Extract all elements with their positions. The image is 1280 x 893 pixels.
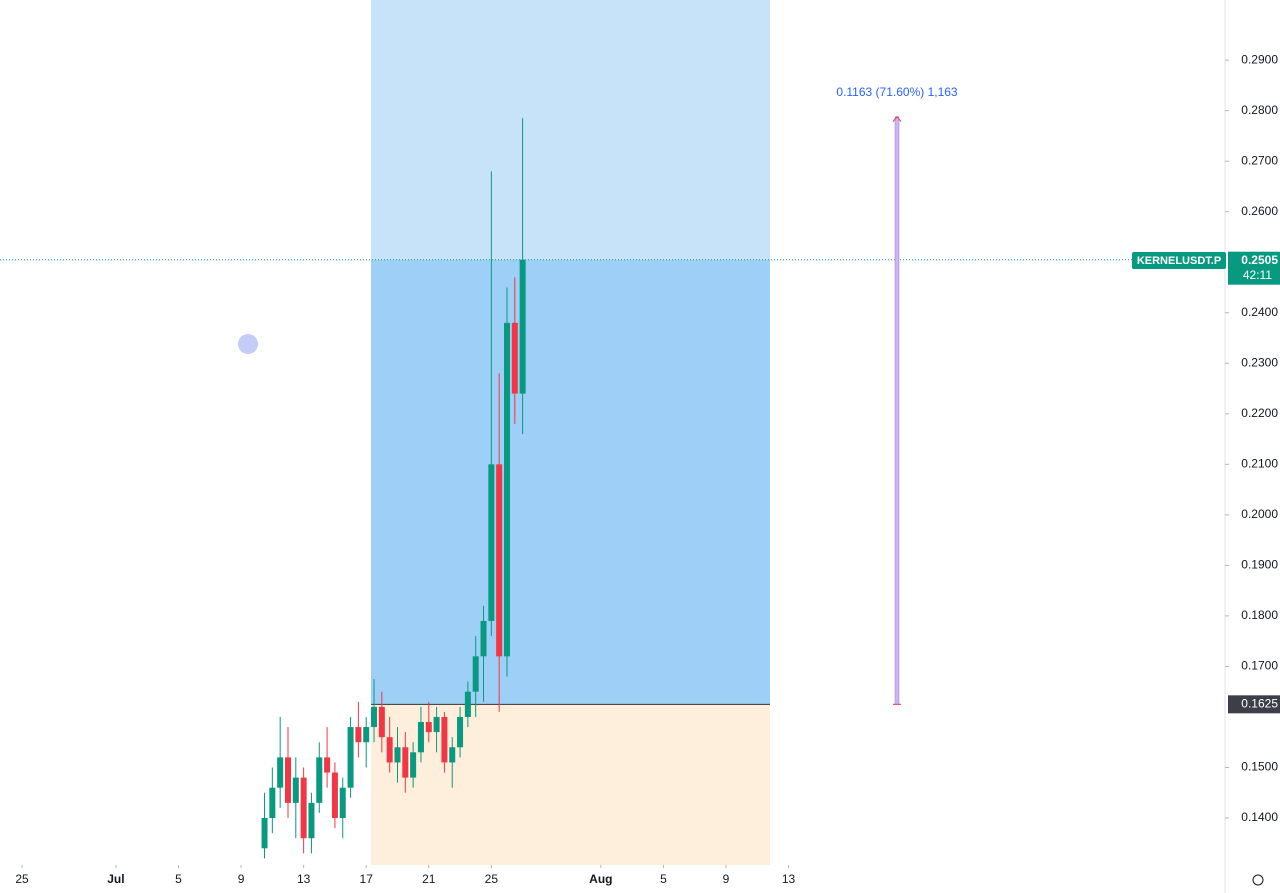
x-tick-label: Aug bbox=[589, 872, 612, 886]
y-tick-label: 0.1500 bbox=[1241, 760, 1278, 774]
x-tick-label: 17 bbox=[360, 872, 374, 886]
candle-body bbox=[292, 777, 299, 803]
candle-body bbox=[378, 706, 385, 738]
candle-body bbox=[308, 802, 315, 839]
x-tick-label: 13 bbox=[297, 872, 311, 886]
y-tick-label: 0.2100 bbox=[1241, 457, 1278, 471]
y-tick-label: 0.1700 bbox=[1241, 659, 1278, 673]
candle-body bbox=[363, 727, 370, 743]
y-tick-label: 0.2700 bbox=[1241, 153, 1278, 167]
measure-label: 0.1163 (71.60%) 1,163 bbox=[836, 85, 958, 99]
x-tick-label: 5 bbox=[175, 872, 182, 886]
candle-body bbox=[425, 722, 432, 733]
x-tick-label: 9 bbox=[723, 872, 730, 886]
candle-body bbox=[394, 747, 401, 763]
candle-body bbox=[496, 464, 503, 657]
candle-body bbox=[355, 727, 362, 743]
candle-body bbox=[371, 706, 378, 728]
candle-body bbox=[488, 464, 495, 621]
candle-body bbox=[324, 757, 331, 773]
entry-price-tag bbox=[1228, 695, 1280, 714]
candle-body bbox=[511, 322, 518, 394]
candle-body bbox=[472, 656, 479, 692]
candle-body bbox=[457, 716, 464, 748]
settings-icon[interactable] bbox=[1252, 874, 1264, 886]
x-tick-label: 9 bbox=[238, 872, 245, 886]
candle-body bbox=[347, 727, 354, 788]
y-tick-label: 0.2000 bbox=[1241, 507, 1278, 521]
y-tick-label: 0.2800 bbox=[1241, 103, 1278, 117]
candle-body bbox=[339, 787, 346, 819]
target-zone bbox=[371, 0, 770, 260]
symbol-tag bbox=[1132, 252, 1226, 269]
profit-zone bbox=[371, 259, 770, 705]
x-tick-label: Jul bbox=[107, 872, 124, 886]
last-price-label: 0.2505 bbox=[1241, 253, 1278, 267]
candle-body bbox=[417, 722, 424, 753]
last-price-tag bbox=[1228, 251, 1280, 285]
candle-body bbox=[503, 322, 510, 657]
y-tick-label: 0.2600 bbox=[1241, 204, 1278, 218]
entry-price-label: 0.1625 bbox=[1241, 697, 1278, 711]
candle-body bbox=[277, 757, 284, 788]
y-tick-label: 0.2200 bbox=[1241, 406, 1278, 420]
candle-body bbox=[410, 752, 417, 778]
measure-arrow bbox=[892, 115, 902, 123]
x-tick-label: 13 bbox=[782, 872, 796, 886]
candle-body bbox=[449, 747, 456, 763]
candle-body bbox=[284, 757, 291, 803]
candle-body bbox=[519, 259, 526, 394]
candle-body bbox=[402, 747, 409, 778]
marker-dot bbox=[238, 334, 258, 354]
y-tick-label: 0.2900 bbox=[1241, 52, 1278, 66]
y-tick-label: 0.2300 bbox=[1241, 355, 1278, 369]
candle-body bbox=[331, 772, 338, 819]
x-tick-label: 5 bbox=[660, 872, 667, 886]
countdown-label: 42:11 bbox=[1243, 268, 1272, 282]
x-tick-label: 25 bbox=[15, 872, 29, 886]
candle-body bbox=[480, 620, 487, 657]
measure-bar bbox=[894, 116, 900, 705]
candle-body bbox=[386, 737, 393, 763]
y-tick-label: 0.2400 bbox=[1241, 305, 1278, 319]
x-tick-label: 25 bbox=[485, 872, 499, 886]
candle-body bbox=[261, 818, 268, 849]
candle-body bbox=[300, 777, 307, 839]
candle-body bbox=[464, 691, 471, 717]
candle-body bbox=[433, 716, 440, 733]
y-tick-label: 0.1800 bbox=[1241, 608, 1278, 622]
y-tick-label: 0.1400 bbox=[1241, 810, 1278, 824]
symbol-label: KERNELUSDT.P bbox=[1137, 255, 1221, 267]
y-tick-label: 0.1900 bbox=[1241, 558, 1278, 572]
x-tick-label: 21 bbox=[422, 872, 436, 886]
candle-body bbox=[316, 757, 323, 803]
candle-body bbox=[269, 787, 276, 819]
candle-body bbox=[441, 716, 448, 763]
